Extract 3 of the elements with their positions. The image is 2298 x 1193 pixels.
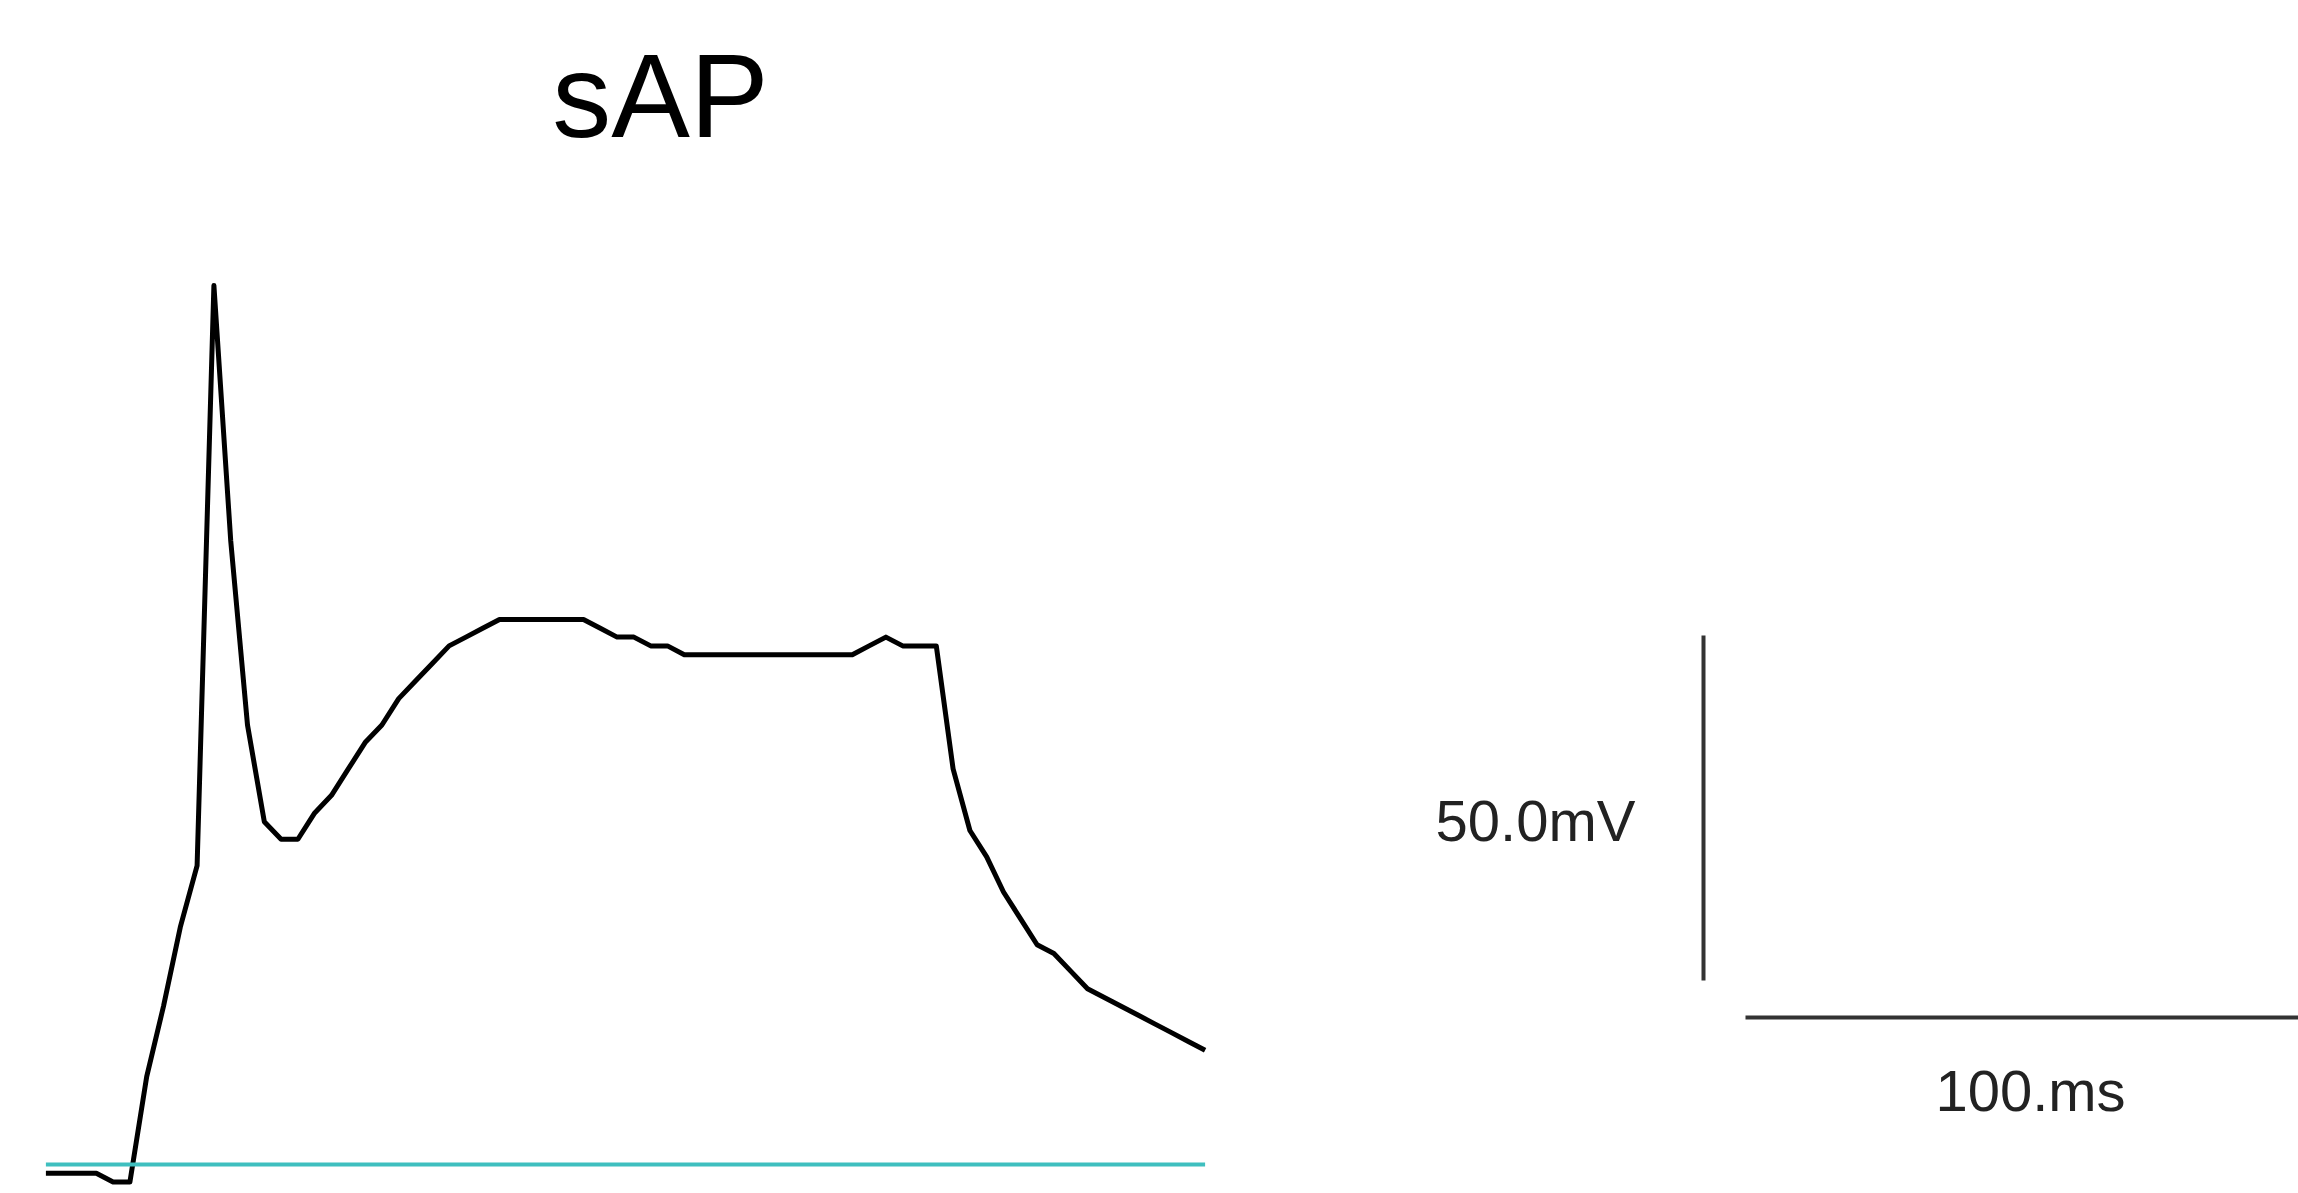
chart-title: sAP: [552, 29, 769, 162]
text: 50.0mV: [1435, 788, 1636, 853]
text: 100.ms: [1935, 1058, 2126, 1123]
